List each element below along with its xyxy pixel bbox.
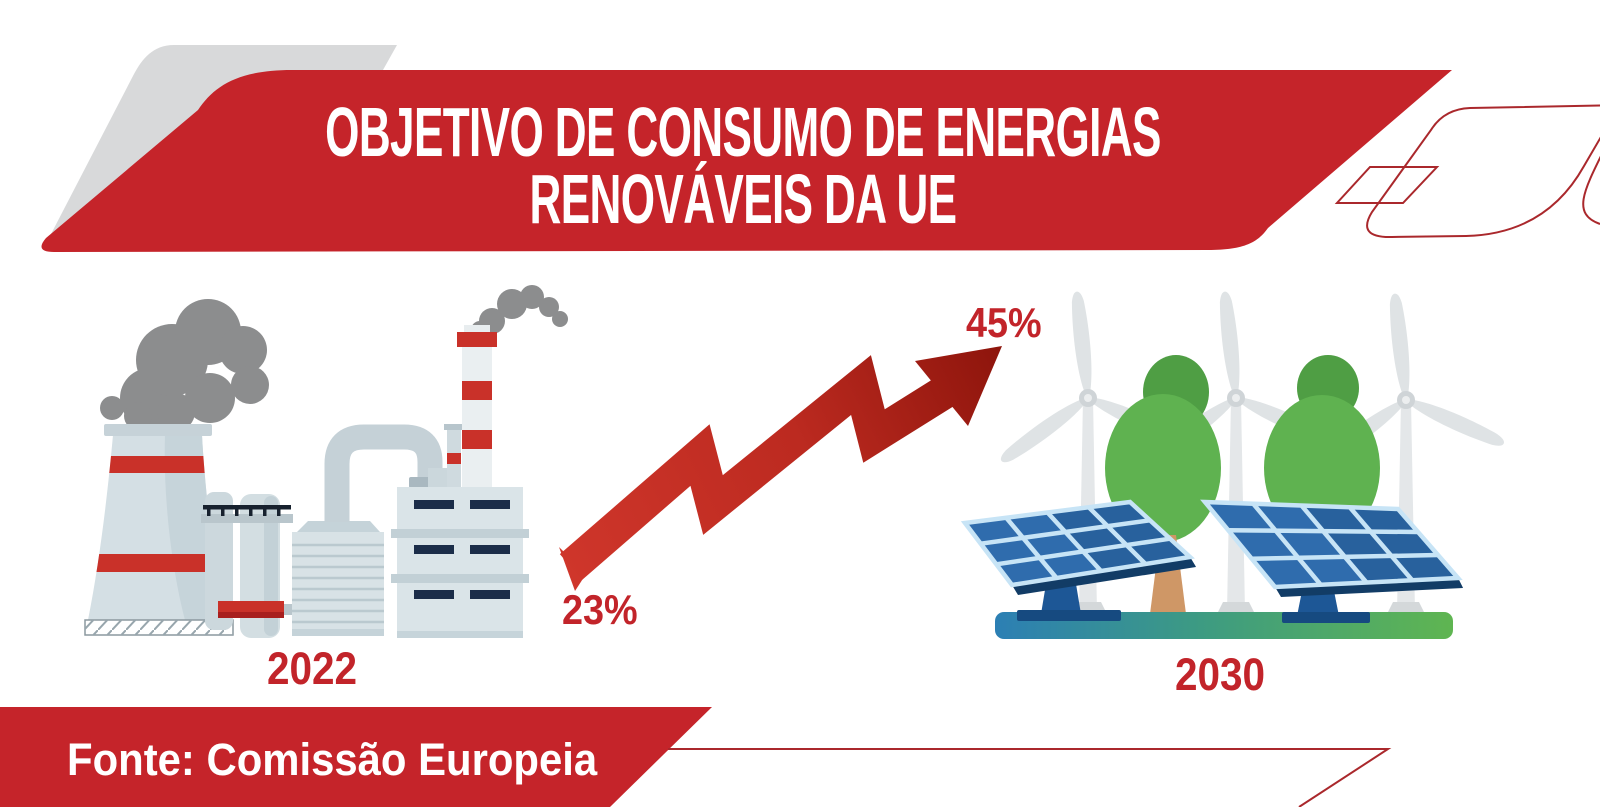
page-title-line-1: OBJETIVO DE CONSUMO DE ENERGIAS xyxy=(325,93,1161,171)
end-year-label: 2030 xyxy=(1174,649,1266,700)
start-value-label: 23% xyxy=(562,586,638,633)
factory-building xyxy=(391,325,529,638)
renewables-icon xyxy=(960,291,1505,639)
solar-panel-icon xyxy=(1200,499,1463,597)
footer-outline-line xyxy=(668,748,1392,807)
connecting-pipe xyxy=(324,424,443,522)
silo-tank xyxy=(292,521,384,636)
source-attribution: Fonte: Comissão Europeia xyxy=(67,734,598,785)
cooling-tower xyxy=(84,424,234,636)
outline-swoosh-large xyxy=(1366,104,1600,239)
growth-arrow-icon xyxy=(559,346,1002,591)
page-title-line-2: RENOVÁVEIS DA UE xyxy=(529,160,958,238)
solar-panel-pedestal xyxy=(1017,584,1121,621)
header-red-banner xyxy=(41,70,1452,252)
header-banner-group xyxy=(41,45,1600,252)
footer-banner-group xyxy=(0,707,1392,807)
end-value-label: 45% xyxy=(966,299,1042,346)
storage-cylinders xyxy=(201,492,294,638)
start-year-label: 2022 xyxy=(266,643,358,694)
footer-red-banner xyxy=(0,707,712,807)
fossil-fuel-power-plant-icon xyxy=(84,285,568,638)
solar-panel-icon xyxy=(960,499,1196,595)
cooling-tower-smoke-icon xyxy=(100,299,269,431)
outline-parallelogram-small xyxy=(1334,166,1440,204)
building-windows xyxy=(414,500,510,599)
outline-hook-right xyxy=(1582,155,1600,225)
railing-posts xyxy=(207,505,281,516)
